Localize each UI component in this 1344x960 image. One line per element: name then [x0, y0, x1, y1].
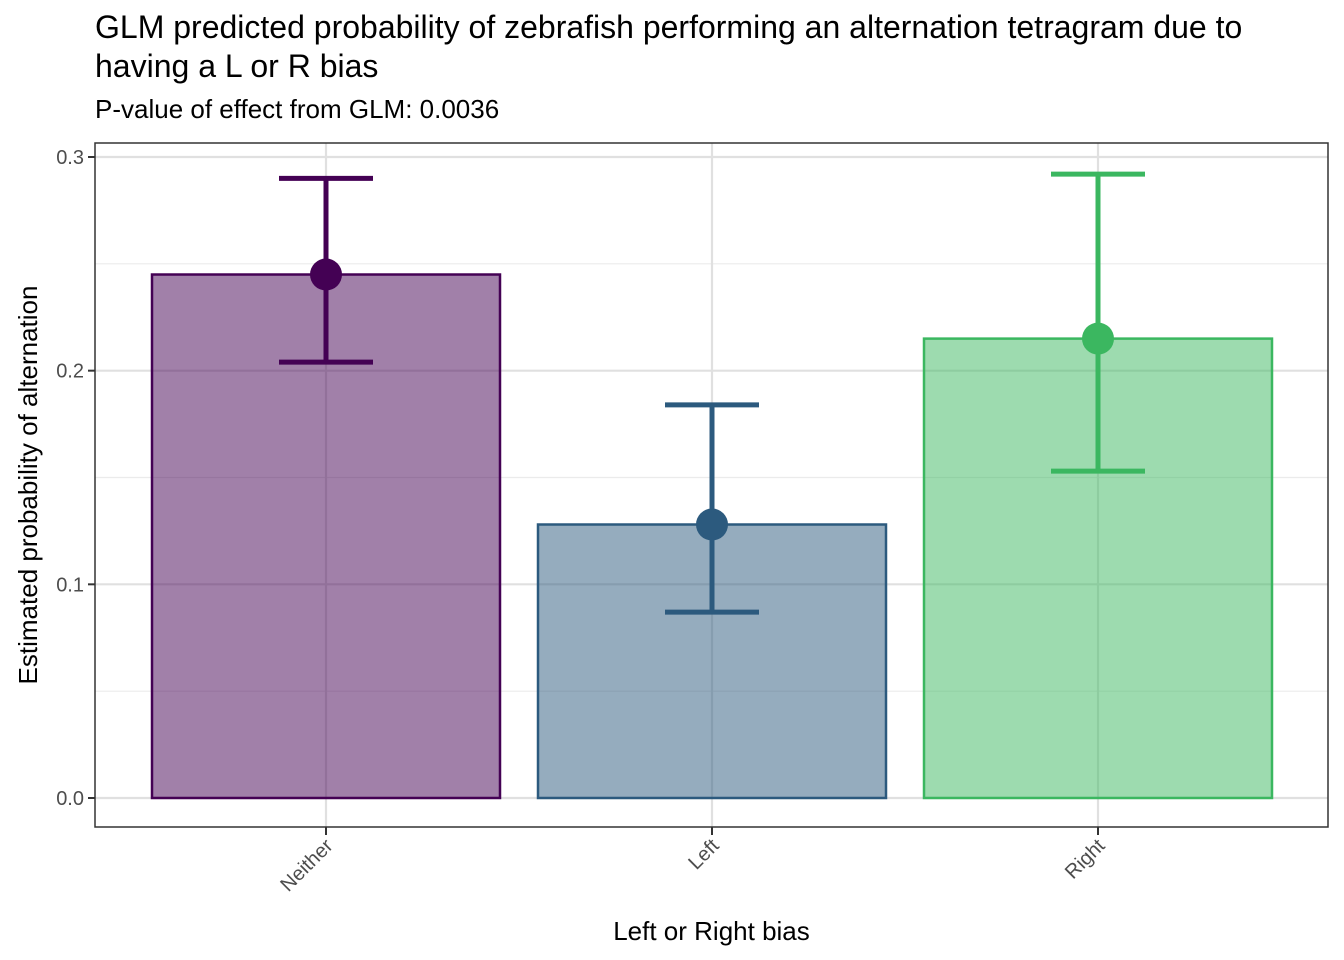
chart-title: GLM predicted probability of zebrafish p… — [95, 9, 1243, 84]
chart-subtitle: P-value of effect from GLM: 0.0036 — [95, 94, 500, 124]
y-tick-label: 0.0 — [56, 788, 84, 810]
x-axis-title: Left or Right bias — [613, 916, 810, 946]
point-neither — [310, 258, 342, 291]
y-tick-label: 0.3 — [56, 147, 84, 169]
point-left — [696, 508, 728, 541]
y-axis-title: Estimated probability of alternation — [13, 286, 43, 685]
y-tick-label: 0.1 — [56, 574, 84, 596]
x-tick-label-right: Right — [1061, 835, 1110, 884]
y-tick-label: 0.2 — [56, 361, 84, 383]
point-right — [1082, 322, 1114, 355]
x-tick-label-left: Left — [684, 835, 723, 874]
x-tick-label-neither: Neither — [276, 835, 337, 896]
